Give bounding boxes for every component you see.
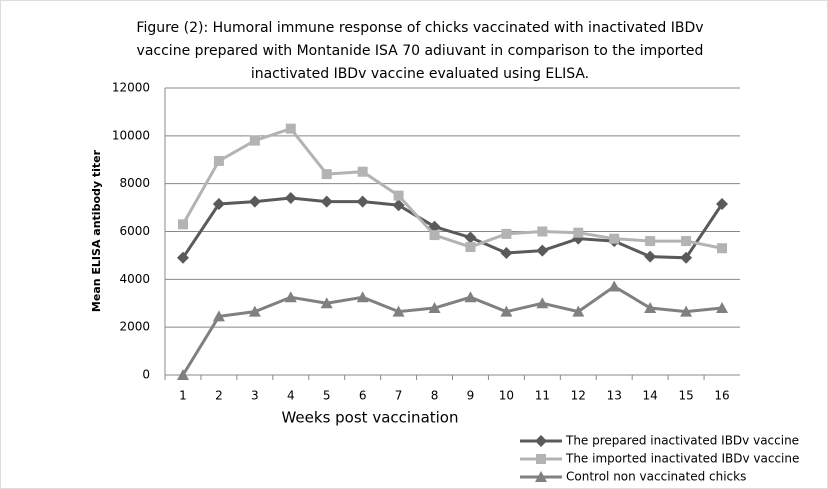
marker (645, 236, 656, 247)
marker (537, 226, 548, 237)
x-tick-label: 10 (499, 389, 514, 403)
marker (248, 305, 261, 317)
x-tick-label: 1 (179, 389, 187, 403)
marker (176, 251, 189, 264)
marker (464, 231, 477, 244)
y-tick-label: 4000 (119, 272, 150, 286)
marker (536, 244, 549, 257)
x-tick-label: 11 (535, 389, 550, 403)
marker (392, 305, 405, 317)
marker (356, 291, 369, 303)
marker (681, 236, 692, 247)
marker (320, 195, 333, 208)
chart-title: Figure (2): Humoral immune response of c… (136, 20, 703, 36)
x-tick-label: 3 (251, 389, 259, 403)
series-line (181, 284, 723, 376)
x-axis-label: Weeks post vaccination (281, 409, 458, 427)
x-tick-label: 5 (323, 389, 331, 403)
marker (573, 227, 584, 238)
marker (716, 197, 729, 210)
marker (249, 135, 260, 146)
marker (644, 250, 657, 263)
marker (428, 302, 441, 314)
y-axis-label: Mean ELISA antibody titer (90, 149, 103, 312)
marker (285, 123, 296, 134)
marker (321, 169, 332, 180)
marker (212, 197, 225, 210)
marker (609, 233, 620, 244)
marker (536, 454, 546, 464)
y-tick-label: 10000 (112, 128, 150, 142)
marker (356, 195, 369, 208)
marker (393, 190, 404, 201)
marker (500, 305, 513, 317)
x-tick-label: 6 (359, 389, 367, 403)
legend-label: The imported inactivated IBDv vaccine (565, 452, 799, 466)
marker (680, 251, 693, 264)
marker (535, 471, 547, 482)
marker (177, 219, 188, 230)
marker (213, 155, 224, 166)
x-tick-label: 16 (714, 389, 729, 403)
y-tick-label: 2000 (119, 320, 150, 334)
marker (717, 243, 728, 254)
marker (176, 369, 189, 380)
x-tick-label: 4 (287, 389, 295, 403)
marker (357, 166, 368, 177)
marker (644, 302, 657, 314)
marker (500, 247, 513, 260)
legend-label: Control non vaccinated chicks (566, 470, 746, 484)
x-tick-label: 15 (678, 389, 693, 403)
y-tick-label: 12000 (112, 81, 150, 95)
series-line (181, 126, 723, 250)
x-tick-label: 14 (643, 389, 658, 403)
chart-title: vaccine prepared with Montanide ISA 70 a… (137, 43, 704, 59)
x-tick-label: 7 (395, 389, 403, 403)
marker (465, 242, 476, 253)
marker (320, 297, 333, 309)
marker (716, 302, 729, 314)
x-tick-label: 12 (571, 389, 586, 403)
chart-title: inactivated IBDv vaccine evaluated using… (251, 66, 589, 82)
marker (429, 230, 440, 241)
marker (464, 291, 477, 303)
x-tick-label: 9 (467, 389, 475, 403)
y-tick-label: 6000 (119, 224, 150, 238)
marker (536, 297, 549, 309)
marker (608, 280, 621, 292)
marker (501, 228, 512, 239)
marker (284, 291, 297, 303)
x-tick-label: 2 (215, 389, 223, 403)
marker (680, 305, 693, 317)
marker (535, 435, 547, 447)
y-tick-label: 0 (142, 368, 150, 382)
series-line (181, 196, 724, 260)
x-tick-label: 8 (431, 389, 439, 403)
marker (212, 310, 225, 322)
legend-label: The prepared inactivated IBDv vaccine (565, 434, 799, 448)
marker (284, 192, 297, 205)
x-tick-label: 13 (607, 389, 622, 403)
marker (248, 195, 261, 208)
marker (392, 199, 405, 212)
marker (572, 305, 585, 317)
y-tick-label: 8000 (119, 176, 150, 190)
